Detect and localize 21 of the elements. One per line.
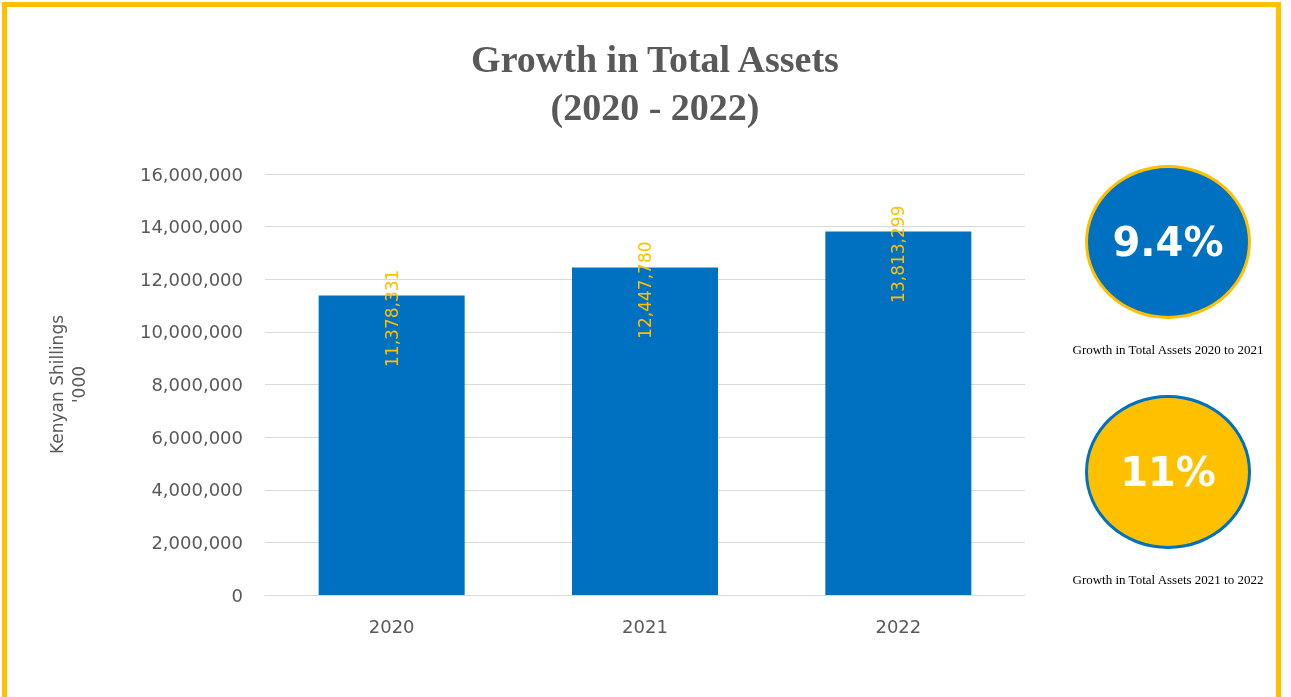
- y-tick-label: 14,000,000: [139, 216, 243, 238]
- y-tick-label: 10,000,000: [139, 321, 243, 343]
- text: Growth in Total Assets 2021 to 2022: [1071, 571, 1265, 588]
- data-label: 12,447,780: [635, 241, 655, 339]
- y-tick-label: 16,000,000: [139, 163, 243, 185]
- y-tick-label: 12,000,000: [139, 268, 243, 290]
- chart-title: Growth in Total Assets (2020 - 2022): [471, 38, 839, 129]
- y-tick-label: 6,000,000: [151, 426, 243, 448]
- data-label: 13,813,299: [888, 205, 909, 303]
- x-tick-label: 2022: [875, 615, 922, 637]
- y-tick-label: 8,000,000: [151, 374, 243, 395]
- x-tick-label: 2021: [622, 615, 668, 637]
- y-tick-label: 0: [231, 584, 243, 606]
- data-label: 11,378,331: [381, 269, 402, 367]
- y-tick-label: 2,000,000: [151, 531, 243, 553]
- y-axis-title: Kenyan Shillings '000: [47, 314, 89, 455]
- x-tick-label: 2020: [368, 615, 415, 637]
- circle-badge: 9.4%: [1085, 165, 1251, 319]
- y-tick-label: 4,000,000: [151, 479, 243, 501]
- circle-badge: 11%: [1085, 395, 1251, 549]
- text: Growth in Total Assets 2020 to 2021: [1071, 341, 1265, 358]
